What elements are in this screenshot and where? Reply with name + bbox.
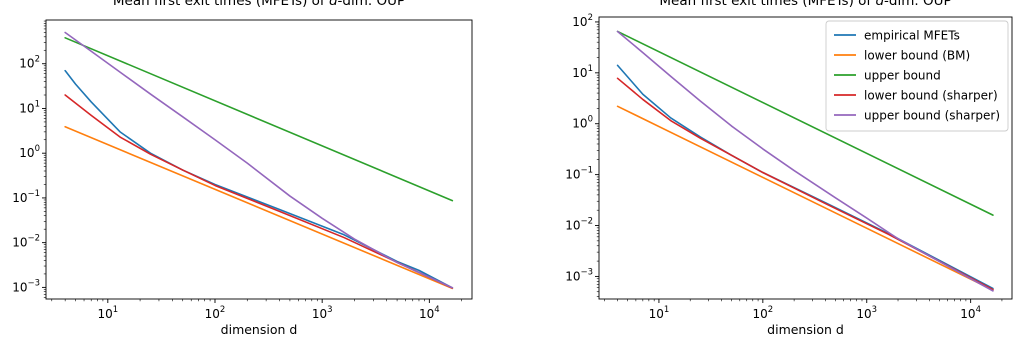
series-line-4 (64, 31, 454, 289)
y-tick-label: 10−1 (12, 189, 40, 205)
series-line-3 (616, 77, 994, 291)
series-group (616, 30, 994, 292)
x-tick-label: 104 (419, 305, 440, 321)
chart-title-text: Mean first exit times (MFETs) of (113, 0, 329, 9)
y-tick-label: 100 (572, 115, 593, 131)
series-line-3 (64, 94, 454, 289)
y-tick-label: 10−3 (12, 278, 40, 294)
legend-label: empirical MFETs (864, 29, 960, 43)
plot-frame (45, 19, 473, 300)
chart-title: Mean first exit times (MFETs) of d-dim. … (659, 0, 951, 9)
right-chart-panel: Mean first exit times (MFETs) of d-dim. … (565, 0, 1013, 337)
series-line-2 (64, 37, 454, 202)
x-tick-label: 103 (856, 305, 877, 321)
series-line-1 (616, 105, 994, 291)
legend-label: lower bound (sharper) (864, 89, 998, 103)
legend-box (825, 20, 1009, 132)
chart-title-italic: d (875, 0, 884, 9)
series-line-2 (616, 30, 994, 216)
x-axis-label: dimension d (221, 322, 298, 337)
plot-frame (598, 16, 1013, 300)
chart-title-suffix: -dim. OUP (338, 0, 406, 9)
y-tick-label: 10−1 (565, 166, 593, 182)
y-tick-label: 100 (19, 144, 40, 160)
legend: empirical MFETs lower bound (BM) upper bou… (825, 20, 1009, 132)
y-tick-label: 101 (572, 64, 593, 80)
chart-title-suffix: -dim. OUP (884, 0, 952, 9)
y-tick-label: 102 (572, 13, 593, 29)
left-chart-panel: Mean first exit times (MFETs) of d-dim. … (12, 0, 473, 337)
series-group (64, 31, 454, 290)
x-tick-label: 102 (752, 305, 773, 321)
chart-title-italic: d (329, 0, 338, 9)
y-tick-label: 102 (19, 55, 40, 71)
series-line-4 (616, 30, 994, 292)
series-line-0 (64, 69, 454, 289)
x-tick-label: 103 (312, 305, 333, 321)
y-tick-label: 101 (19, 99, 40, 115)
legend-label: upper bound (sharper) (864, 109, 1000, 123)
legend-label: lower bound (BM) (864, 49, 970, 63)
x-axis-label: dimension d (767, 322, 844, 337)
chart-title-text: Mean first exit times (MFETs) of (659, 0, 875, 9)
x-tick-label: 104 (960, 305, 981, 321)
x-tick-label: 101 (649, 305, 670, 321)
chart-title: Mean first exit times (MFETs) of d-dim. … (113, 0, 405, 9)
y-tick-label: 10−3 (565, 267, 593, 283)
legend-label: upper bound (864, 69, 941, 83)
y-tick-label: 10−2 (12, 234, 40, 250)
x-tick-label: 101 (97, 305, 118, 321)
series-line-1 (64, 125, 454, 290)
x-tick-label: 102 (205, 305, 226, 321)
y-tick-label: 10−2 (565, 217, 593, 233)
